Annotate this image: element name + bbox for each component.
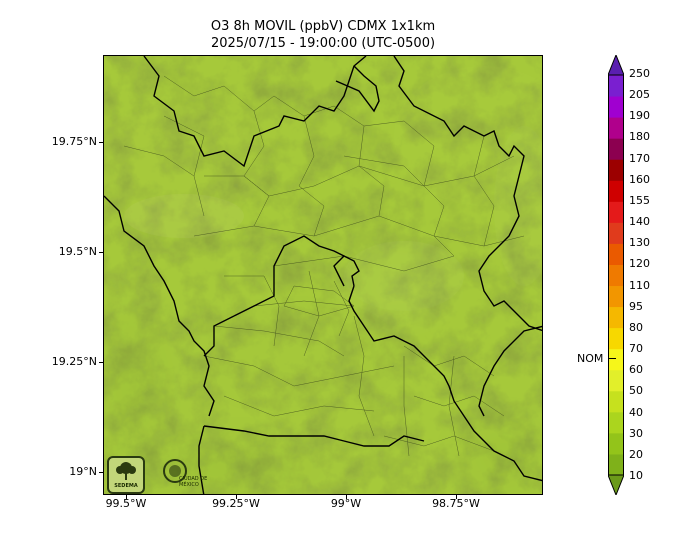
y-tick-mark [99,472,103,473]
y-tick-label: 19.25°N [51,355,97,368]
ozone-map: SEDEMA CIUDAD DE MÉXICO [103,55,543,495]
colorbar-segment [608,201,624,223]
colorbar-tick-label: 30 [629,426,643,440]
y-tick-mark [99,142,103,143]
colorbar-segment [608,411,624,434]
cdmx-logo-text: CIUDAD DE MÉXICO [179,476,208,488]
colorbar-tick-label: 20 [629,447,643,461]
y-tick-label: 19.75°N [51,135,97,148]
colorbar-segment [608,348,624,371]
y-tick-mark [99,252,103,253]
city-seal-icon [163,459,187,483]
nom-marker-label: NOM [577,352,604,365]
colorbar-tick-label: 10 [629,469,643,482]
sedema-logo: SEDEMA [107,456,145,494]
colorbar-tick-label: 50 [629,384,643,398]
colorbar-max-extension [608,55,624,76]
colorbar-tick-label: 205 [629,88,650,102]
colorbar-tick-label: 155 [629,193,650,207]
state-boundaries [104,56,542,494]
colorbar-segment [608,96,624,118]
cdmx-logo: CIUDAD DE MÉXICO [159,458,207,492]
map-title: O3 8h MOVIL (ppbV) CDMX 1x1km [210,19,436,34]
x-tick-label: 99.5°W [105,497,147,510]
colorbar-tick-label: 60 [629,363,643,377]
map-canvas [104,56,542,494]
colorbar-tick-label: 95 [629,299,643,313]
colorbar-segment [608,453,624,476]
colorbar-segment [608,159,624,181]
colorbar-tick-label: 180 [629,130,650,144]
colorbar-segment [608,369,624,392]
colorbar-tick-label: 130 [629,236,650,250]
colorbar-tick-label: 190 [629,109,650,123]
colorbar-segment [608,180,624,202]
terrain-hillshade [104,56,542,494]
colorbar-segment [608,117,624,139]
colorbar-tick-label: 250 [629,67,650,80]
colorbar-frame [608,74,624,476]
municipal-boundaries [123,75,525,457]
x-tick-label: 99°W [330,497,362,510]
x-tick-mark [236,495,237,499]
colorbar-tick-label: 170 [629,151,650,165]
colorbar-segment [608,243,624,265]
colorbar-segment [608,432,624,455]
colorbar-segment [608,264,624,287]
colorbar-segment [608,327,624,350]
y-tick-mark [99,362,103,363]
colorbar-tick-label: 80 [629,320,643,334]
y-tick-label: 19.5°N [58,245,97,258]
x-tick-mark [456,495,457,499]
colorbar-tick-label: 140 [629,215,650,229]
colorbar-tick-label: 110 [629,278,650,292]
colorbar-tick-label: 70 [629,342,643,356]
colorbar-segment [608,75,624,97]
colorbar [608,55,624,495]
x-tick-mark [346,495,347,499]
tree-icon [116,462,136,480]
map-timestamp: 2025/07/15 - 19:00:00 (UTC-0500) [210,36,436,51]
colorbar-tick-label: 40 [629,405,643,419]
colorbar-segment [608,306,624,329]
sedema-logo-text: SEDEMA [114,483,138,489]
colorbar-tick-label: 120 [629,257,650,271]
y-tick-label: 19°N [69,465,97,478]
colorbar-segment [608,138,624,160]
colorbar-min-extension [608,474,624,495]
colorbar-segment [608,222,624,244]
nom-marker-tick [608,358,616,359]
colorbar-segment [608,285,624,308]
x-tick-label: 98.75°W [432,497,480,510]
colorbar-segment [608,390,624,413]
x-tick-label: 99.25°W [212,497,260,510]
x-tick-mark [126,495,127,499]
colorbar-tick-label: 160 [629,172,650,186]
